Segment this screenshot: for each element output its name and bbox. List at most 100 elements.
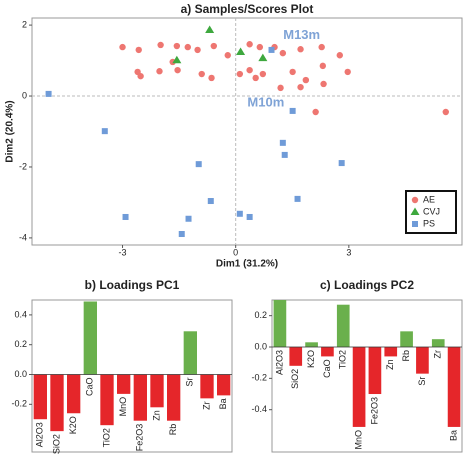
- chart-title: c) Loadings PC2: [320, 278, 414, 292]
- y-tick-label: 0: [22, 90, 27, 100]
- point: [289, 107, 296, 114]
- point: [281, 151, 288, 158]
- bar: [400, 331, 413, 348]
- category-label: Fe2O3: [135, 424, 145, 452]
- category-label: Al2O3: [35, 422, 45, 447]
- category-label: Zn: [151, 410, 161, 421]
- bar: [368, 347, 382, 395]
- point: [411, 196, 419, 204]
- plot-frame: [31, 299, 233, 453]
- bar: [67, 374, 81, 414]
- bar: [200, 374, 214, 399]
- point: [224, 52, 231, 59]
- plot-frame: [31, 17, 463, 246]
- legend-label: PS: [423, 218, 435, 228]
- bar: [217, 374, 231, 396]
- y-tick-label: 0.4: [14, 309, 27, 319]
- point: [205, 25, 215, 34]
- x-tick-label: -3: [119, 247, 127, 257]
- category-label: Ba: [218, 398, 228, 409]
- bar: [167, 374, 181, 421]
- point: [412, 221, 418, 227]
- annotation: M13m: [283, 27, 320, 42]
- point: [259, 70, 267, 78]
- bar: [83, 301, 97, 375]
- point: [101, 128, 108, 135]
- category-label: Ba: [448, 430, 458, 441]
- category-label: Fe2O3: [369, 397, 379, 425]
- bar: [447, 347, 461, 427]
- point: [318, 43, 325, 51]
- point: [336, 52, 343, 59]
- category-label: TiO2: [101, 428, 111, 447]
- chart-title: b) Loadings PC1: [85, 278, 180, 292]
- x-tick-label: 3: [346, 247, 351, 257]
- bar: [305, 342, 318, 348]
- point: [208, 74, 215, 82]
- category-label: Rb: [401, 350, 411, 362]
- chart-title: a) Samples/Scores Plot: [181, 2, 314, 16]
- point: [185, 215, 192, 222]
- category-label: Zn: [385, 359, 395, 370]
- point: [156, 68, 163, 75]
- category-label: SiO2: [51, 434, 61, 454]
- point: [442, 108, 449, 116]
- y-axis-title: Dim2 (20.4%): [5, 100, 16, 162]
- point: [246, 66, 253, 74]
- bar: [150, 374, 164, 408]
- point: [236, 210, 243, 217]
- x-axis-title: Dim1 (31.2%): [216, 259, 278, 270]
- category-label: Rb: [168, 424, 178, 436]
- category-label: CaO: [85, 378, 95, 397]
- point: [174, 66, 181, 74]
- legend-label: AE: [423, 194, 435, 204]
- point: [172, 55, 182, 64]
- point: [320, 80, 327, 88]
- category-label: K2O: [68, 416, 78, 434]
- point: [236, 70, 244, 78]
- point: [137, 72, 144, 80]
- point: [279, 139, 286, 146]
- bar: [100, 374, 114, 426]
- y-tick-label: 0.0: [14, 369, 27, 379]
- point: [122, 213, 129, 220]
- point: [319, 62, 327, 70]
- annotation: M10m: [247, 95, 284, 110]
- bar: [133, 374, 147, 421]
- bar: [273, 300, 287, 348]
- point: [277, 84, 284, 92]
- point: [338, 160, 345, 167]
- category-label: SiO2: [290, 369, 300, 389]
- bar: [33, 374, 47, 420]
- bar: [117, 374, 131, 394]
- point: [210, 42, 218, 50]
- point: [45, 90, 52, 97]
- point: [279, 49, 287, 57]
- bar: [289, 347, 303, 366]
- bar: [336, 304, 350, 348]
- point: [410, 207, 420, 215]
- point: [246, 213, 253, 220]
- category-label: MnO: [118, 397, 128, 417]
- point: [258, 53, 268, 62]
- y-tick-label: -0.4: [251, 404, 267, 414]
- point: [289, 68, 296, 76]
- y-tick-label: -0.2: [251, 373, 267, 383]
- point: [297, 46, 304, 53]
- y-tick-label: 0.2: [14, 339, 27, 349]
- point: [119, 43, 126, 51]
- y-tick-label: 2: [22, 19, 27, 29]
- category-label: Al2O3: [274, 350, 284, 375]
- category-label: K2O: [306, 350, 316, 368]
- category-label: Zr: [201, 401, 211, 410]
- point: [236, 47, 246, 56]
- point: [246, 41, 253, 48]
- bar: [431, 339, 445, 348]
- bar: [321, 347, 334, 357]
- category-label: Zr: [433, 350, 443, 359]
- point: [198, 70, 205, 78]
- y-tick-label: 0.2: [254, 310, 267, 320]
- bar: [384, 347, 398, 357]
- point: [207, 198, 214, 205]
